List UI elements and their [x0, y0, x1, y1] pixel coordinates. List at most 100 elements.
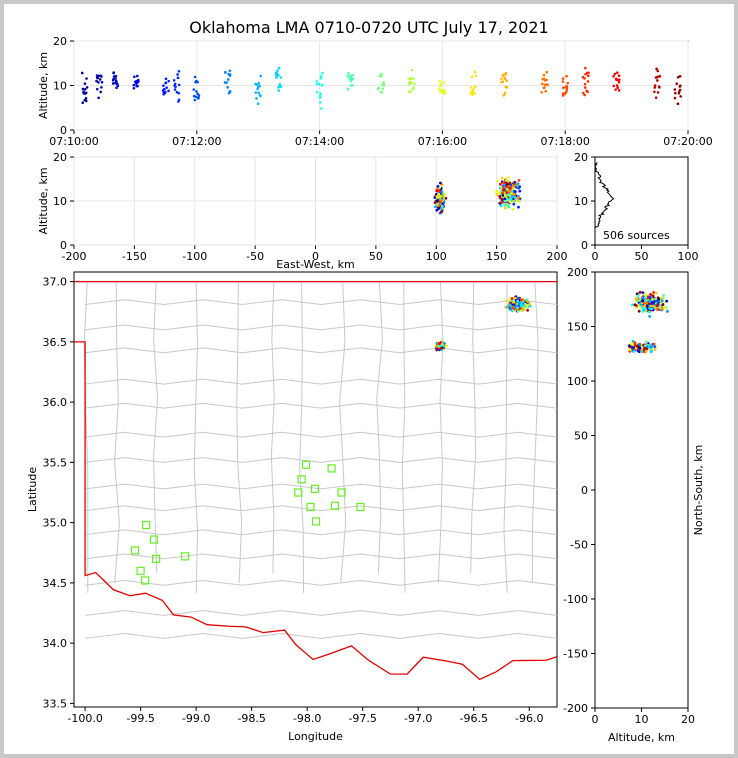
- source-point: [279, 76, 283, 79]
- source-point: [518, 185, 522, 189]
- source-point: [509, 195, 513, 199]
- source-point: [676, 102, 680, 106]
- source-point: [347, 72, 350, 75]
- source-point: [351, 74, 355, 77]
- source-point: [412, 86, 415, 89]
- county-border: [85, 402, 557, 409]
- source-point: [565, 88, 569, 91]
- lon-tick-label: -98.0: [293, 712, 321, 725]
- source-point: [442, 197, 446, 201]
- time-tick-label: 07:16:00: [418, 135, 467, 148]
- chart-title: Oklahoma LMA 0710-0720 UTC July 17, 2021: [189, 18, 548, 37]
- source-point: [438, 79, 441, 83]
- ew-tick-label: 150: [486, 250, 507, 263]
- source-point: [95, 79, 98, 83]
- source-point: [225, 81, 228, 84]
- lma-station: [149, 535, 159, 544]
- source-point: [652, 304, 656, 308]
- source-point: [84, 96, 88, 100]
- source-point: [474, 74, 478, 78]
- source-point: [648, 295, 652, 299]
- source-point: [472, 87, 475, 91]
- county-border: [153, 281, 159, 573]
- source-point: [566, 81, 570, 85]
- lma-station: [310, 484, 320, 493]
- hist-tick-label: 0: [592, 250, 599, 263]
- source-point: [194, 95, 198, 99]
- time-tick-label: 07:14:00: [295, 135, 344, 148]
- source-point: [661, 307, 665, 311]
- lon-tick-label: -96.0: [515, 712, 543, 725]
- ns-tick-label: -100: [563, 593, 588, 606]
- source-point: [616, 86, 620, 90]
- source-point: [662, 293, 665, 297]
- source-point: [437, 206, 440, 210]
- source-point: [653, 90, 656, 94]
- source-point: [513, 180, 517, 184]
- ew-tick-label: 50: [369, 250, 383, 263]
- ew-tick-label: -100: [182, 250, 207, 263]
- source-point: [516, 306, 520, 310]
- source-point: [193, 75, 197, 79]
- ns-xlabel: Altitude, km: [608, 731, 675, 744]
- lon-tick-label: -99.0: [182, 712, 210, 725]
- source-point: [509, 192, 513, 195]
- source-point: [648, 315, 651, 318]
- county-border: [85, 579, 557, 586]
- ew-alt-tick-label: 20: [53, 151, 67, 164]
- source-point: [114, 79, 118, 83]
- source-point: [641, 291, 645, 295]
- county-border: [85, 324, 557, 331]
- source-point: [470, 75, 474, 79]
- source-point: [177, 69, 181, 73]
- source-point: [504, 73, 507, 76]
- county-border: [299, 281, 305, 593]
- county-border: [236, 281, 243, 583]
- source-point: [526, 300, 529, 303]
- source-point: [257, 91, 261, 95]
- source-point: [408, 80, 412, 84]
- source-point: [612, 84, 616, 88]
- source-point: [644, 298, 648, 302]
- source-point: [442, 90, 445, 94]
- source-point: [176, 76, 180, 80]
- source-point: [162, 84, 165, 87]
- source-point: [664, 307, 668, 310]
- county-border: [85, 378, 557, 385]
- source-point: [515, 196, 519, 200]
- ew-xlabel: East-West, km: [276, 258, 354, 271]
- source-point: [438, 204, 442, 208]
- source-point: [116, 84, 120, 88]
- lat-tick-label: 34.5: [43, 577, 68, 590]
- source-point: [254, 82, 257, 86]
- source-point: [175, 90, 179, 94]
- ew-alt-tick-label: 10: [53, 195, 67, 208]
- source-point: [256, 85, 260, 89]
- alt-tick-label: 20: [53, 35, 67, 48]
- ns-tick-label: 200: [567, 266, 588, 279]
- source-point: [473, 85, 477, 88]
- lma-station: [301, 460, 311, 469]
- source-point: [435, 199, 439, 203]
- source-point: [98, 78, 102, 81]
- source-point: [653, 345, 657, 349]
- source-point: [439, 190, 443, 194]
- county-border: [85, 431, 557, 438]
- source-point: [647, 345, 651, 349]
- source-point: [613, 72, 617, 76]
- lat-tick-label: 35.0: [43, 517, 68, 530]
- source-point: [508, 181, 512, 185]
- source-point: [635, 344, 639, 348]
- source-point: [505, 299, 509, 303]
- source-point: [434, 192, 438, 196]
- source-point: [167, 89, 170, 93]
- source-point: [673, 96, 677, 100]
- source-point: [437, 192, 441, 196]
- source-point: [439, 181, 442, 185]
- source-point: [654, 297, 657, 301]
- source-point: [655, 308, 659, 312]
- ns-alt-tick-label: 0: [592, 713, 599, 726]
- source-point: [135, 74, 139, 78]
- lma-station: [136, 566, 145, 575]
- source-point: [643, 346, 647, 350]
